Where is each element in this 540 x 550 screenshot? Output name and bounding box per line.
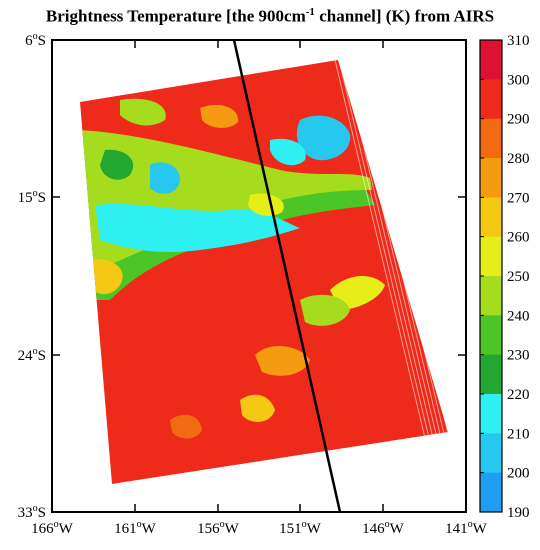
colorbar-label: 230 [507,348,530,364]
colorbar: 310 300 290 280 270 260 250 240 230 220 210 200 190 [479,33,530,521]
swath-region-13 [200,104,239,128]
lat-tick-label: 15oS [18,188,46,206]
colorbar-band [480,472,502,513]
colorbar-band [480,315,502,356]
lat-tick-label: 33oS [18,503,46,521]
swath-region-9 [255,345,310,376]
orbit-track-line [232,40,342,512]
lon-tick-label: 141oW [445,519,488,537]
colorbar-label: 290 [507,112,530,128]
colorbar-label: 190 [507,505,530,521]
lon-tick-label: 161oW [114,519,157,537]
lat-tick-label: 24oS [18,346,46,364]
scan-line [334,60,436,481]
swath-region-15 [248,193,284,216]
colorbar-band [480,276,502,316]
map-frame [51,39,467,513]
colorbar-band [480,158,502,198]
swath-region-11 [170,414,202,439]
swath-region-10 [240,394,275,422]
swath-region-4 [150,162,180,194]
map-title: Brightness Temperature [the 900cm-1 chan… [45,6,495,26]
colorbar-band [480,354,502,395]
colorbar-label: 280 [507,151,530,167]
lat-tick-label: 6oS [25,31,46,49]
latitude-axis: 6oS 15oS 24oS 33oS [18,31,466,521]
colorbar-band [480,236,502,277]
colorbar-band [480,433,502,474]
colorbar-band [480,118,502,159]
colorbar-label: 260 [507,230,530,246]
lon-tick-label: 151oW [279,519,322,537]
colorbar-label: 300 [507,72,530,88]
longitude-axis: 166oW 161oW 156oW 151oW 146oW 141oW [31,40,488,537]
airs-swath [80,60,448,484]
lon-tick-label: 156oW [197,519,240,537]
colorbar-label: 310 [507,33,530,49]
lon-tick-label: 166oW [31,519,74,537]
colorbar-band [480,79,502,120]
colorbar-label: 220 [507,387,530,403]
colorbar-band [480,394,502,434]
colorbar-band [480,197,502,238]
colorbar-label: 270 [507,190,530,206]
swath-region-8 [300,294,350,326]
colorbar-label: 250 [507,269,530,285]
colorbar-label: 200 [507,466,530,482]
swath-region-14 [100,149,134,180]
colorbar-label: 240 [507,308,530,324]
colorbar-band [480,40,502,80]
lon-tick-label: 146oW [362,519,405,537]
swath-region-12 [120,98,166,126]
swath-region-3 [296,115,351,161]
scan-line [338,60,440,481]
swath-region-2 [95,203,300,252]
swath-region-5 [270,138,306,166]
colorbar-label: 210 [507,426,530,442]
